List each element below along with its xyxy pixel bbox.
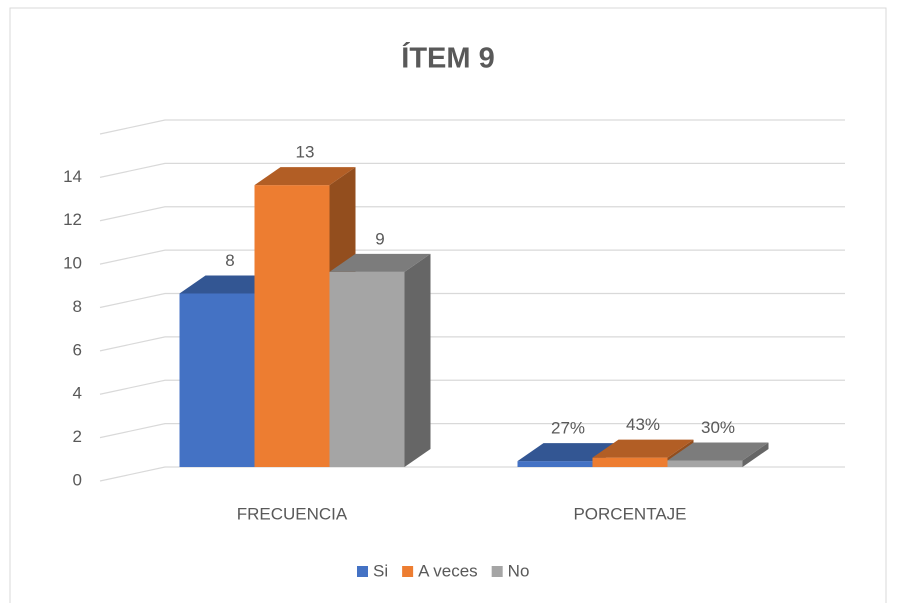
y-tick-label: 8	[73, 297, 82, 316]
bar-front	[179, 293, 255, 467]
bar-top	[329, 253, 431, 272]
grid-line	[99, 119, 845, 135]
bar-side	[404, 253, 431, 467]
y-tick-label: 2	[73, 427, 82, 446]
data-label: 27%	[551, 419, 585, 438]
chart-frame	[9, 7, 887, 608]
data-label: 43%	[626, 415, 660, 434]
bar	[592, 439, 694, 467]
bar-front	[517, 461, 593, 467]
x-tick-label: FRECUENCIA	[237, 504, 348, 523]
bar	[667, 442, 769, 467]
chart-title: ÍTEM 9	[401, 41, 494, 75]
data-label: 9	[375, 229, 384, 248]
data-label: 8	[225, 251, 234, 270]
bar-side	[742, 442, 769, 467]
grid-line	[99, 249, 845, 265]
legend-swatch	[491, 566, 503, 577]
bar-front	[329, 271, 405, 467]
y-tick-label: 10	[63, 254, 82, 273]
y-tick-label: 12	[63, 210, 82, 229]
grid-line	[99, 423, 845, 439]
bar-front	[667, 460, 743, 467]
bar	[329, 253, 431, 467]
bar-top	[254, 167, 356, 186]
legend-swatch	[357, 566, 368, 577]
y-tick-label: 4	[73, 384, 82, 403]
legend-label: Si	[373, 561, 388, 580]
data-label: 13	[296, 143, 315, 162]
grid-line	[99, 162, 845, 178]
bar-top	[517, 443, 619, 462]
y-tick-label: 14	[63, 167, 82, 186]
grid-line	[99, 292, 845, 309]
y-tick-label: 0	[73, 470, 82, 489]
bar-front	[254, 185, 330, 467]
y-tick-label: 6	[73, 340, 82, 359]
grid-line	[99, 336, 845, 352]
x-tick-label: PORCENTAJE	[573, 504, 686, 523]
grid-line	[99, 206, 845, 222]
bar-top	[592, 439, 694, 458]
grid-line	[99, 379, 845, 395]
legend-label: No	[508, 561, 530, 580]
bar-top	[667, 442, 769, 461]
bar-front	[592, 457, 668, 467]
data-label: 30%	[701, 418, 735, 437]
legend-swatch	[402, 566, 414, 577]
legend-label: A veces	[418, 561, 478, 580]
